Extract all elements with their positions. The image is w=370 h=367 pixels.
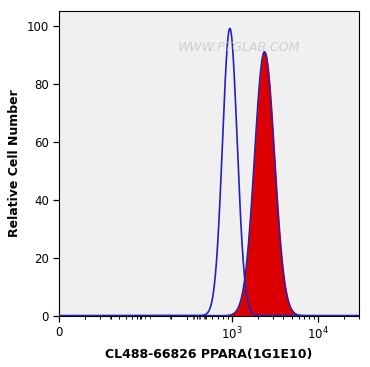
- Text: WWW.PTGLAB.COM: WWW.PTGLAB.COM: [178, 41, 300, 54]
- X-axis label: CL488-66826 PPARA(1G1E10): CL488-66826 PPARA(1G1E10): [105, 348, 313, 361]
- Y-axis label: Relative Cell Number: Relative Cell Number: [8, 90, 21, 237]
